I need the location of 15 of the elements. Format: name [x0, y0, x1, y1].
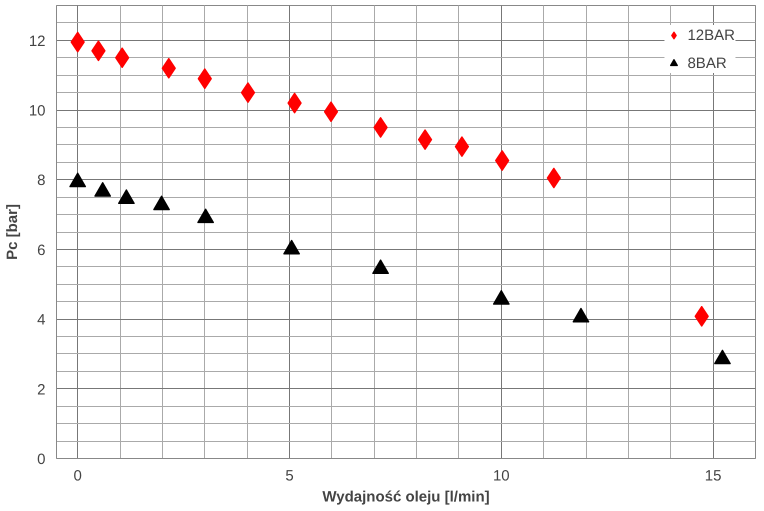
x-tick-label: 15	[704, 468, 722, 484]
y-tick-label: 10	[28, 102, 46, 120]
y-tick-label: 8	[37, 172, 46, 190]
x-axis-title: Wydajność oleju [l/min]	[322, 488, 490, 506]
legend-label: 12BAR	[687, 26, 735, 44]
y-tick-label: 4	[37, 312, 46, 329]
y-axis-title: Pc [bar]	[4, 204, 21, 260]
x-tick-label: 0	[74, 468, 82, 484]
y-tick-label: 12	[28, 32, 46, 50]
x-tick-label: 10	[492, 468, 510, 484]
y-tick-label: 6	[37, 242, 46, 259]
y-tick-label: 2	[37, 381, 46, 398]
x-tick-label: 5	[285, 468, 294, 484]
legend-label: 8BAR	[687, 54, 727, 72]
y-tick-label: 0	[37, 451, 46, 468]
